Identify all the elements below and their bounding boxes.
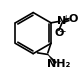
Polygon shape	[48, 54, 57, 64]
Text: +: +	[63, 14, 69, 23]
Text: NH₂: NH₂	[47, 59, 71, 69]
Text: O: O	[68, 14, 77, 24]
Text: −: −	[58, 26, 65, 35]
Text: N: N	[57, 16, 67, 26]
Text: O: O	[54, 28, 64, 38]
